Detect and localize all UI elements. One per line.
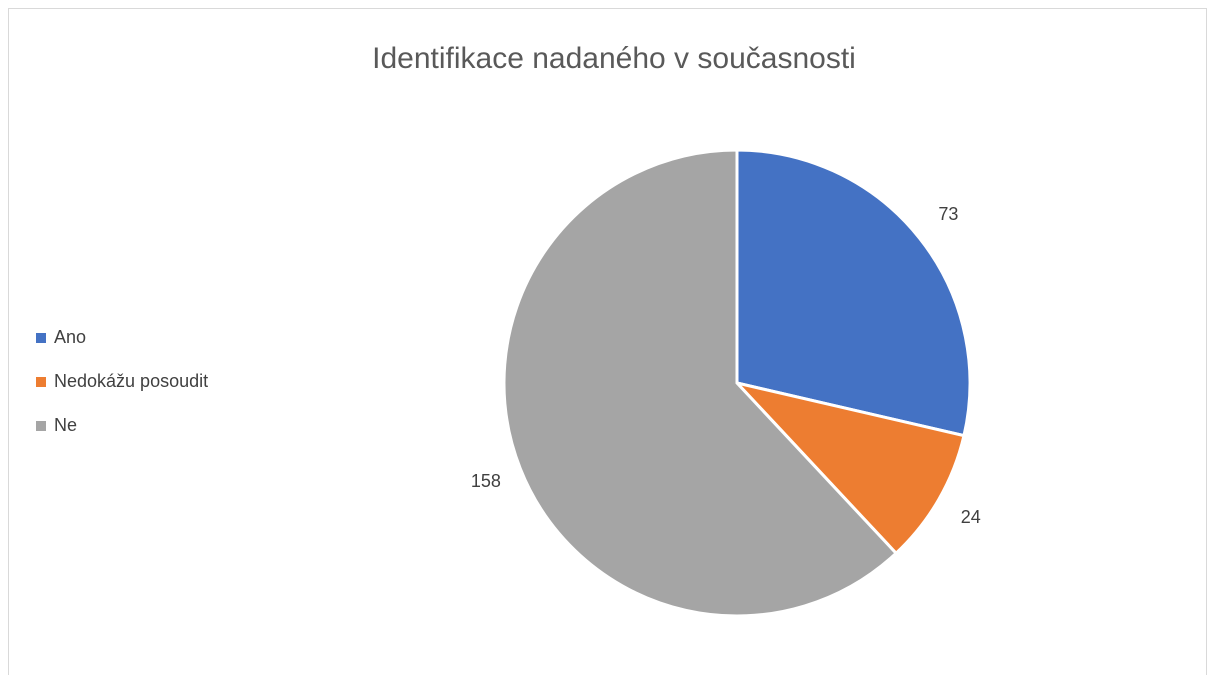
legend-label: Nedokážu posoudit: [54, 371, 208, 391]
legend-swatch: [36, 377, 46, 387]
data-label: 73: [938, 204, 958, 224]
legend-swatch: [36, 421, 46, 431]
legend-label: Ano: [54, 327, 86, 347]
legend-label: Ne: [54, 415, 77, 435]
pie-slice: [732, 380, 966, 556]
data-label: 158: [471, 471, 501, 491]
pie-slice: [735, 148, 972, 438]
data-label: 24: [961, 507, 981, 527]
pie-slice: [502, 148, 899, 618]
legend-swatch: [36, 333, 46, 343]
chart-title: Identifikace nadaného v současnosti: [372, 42, 856, 75]
